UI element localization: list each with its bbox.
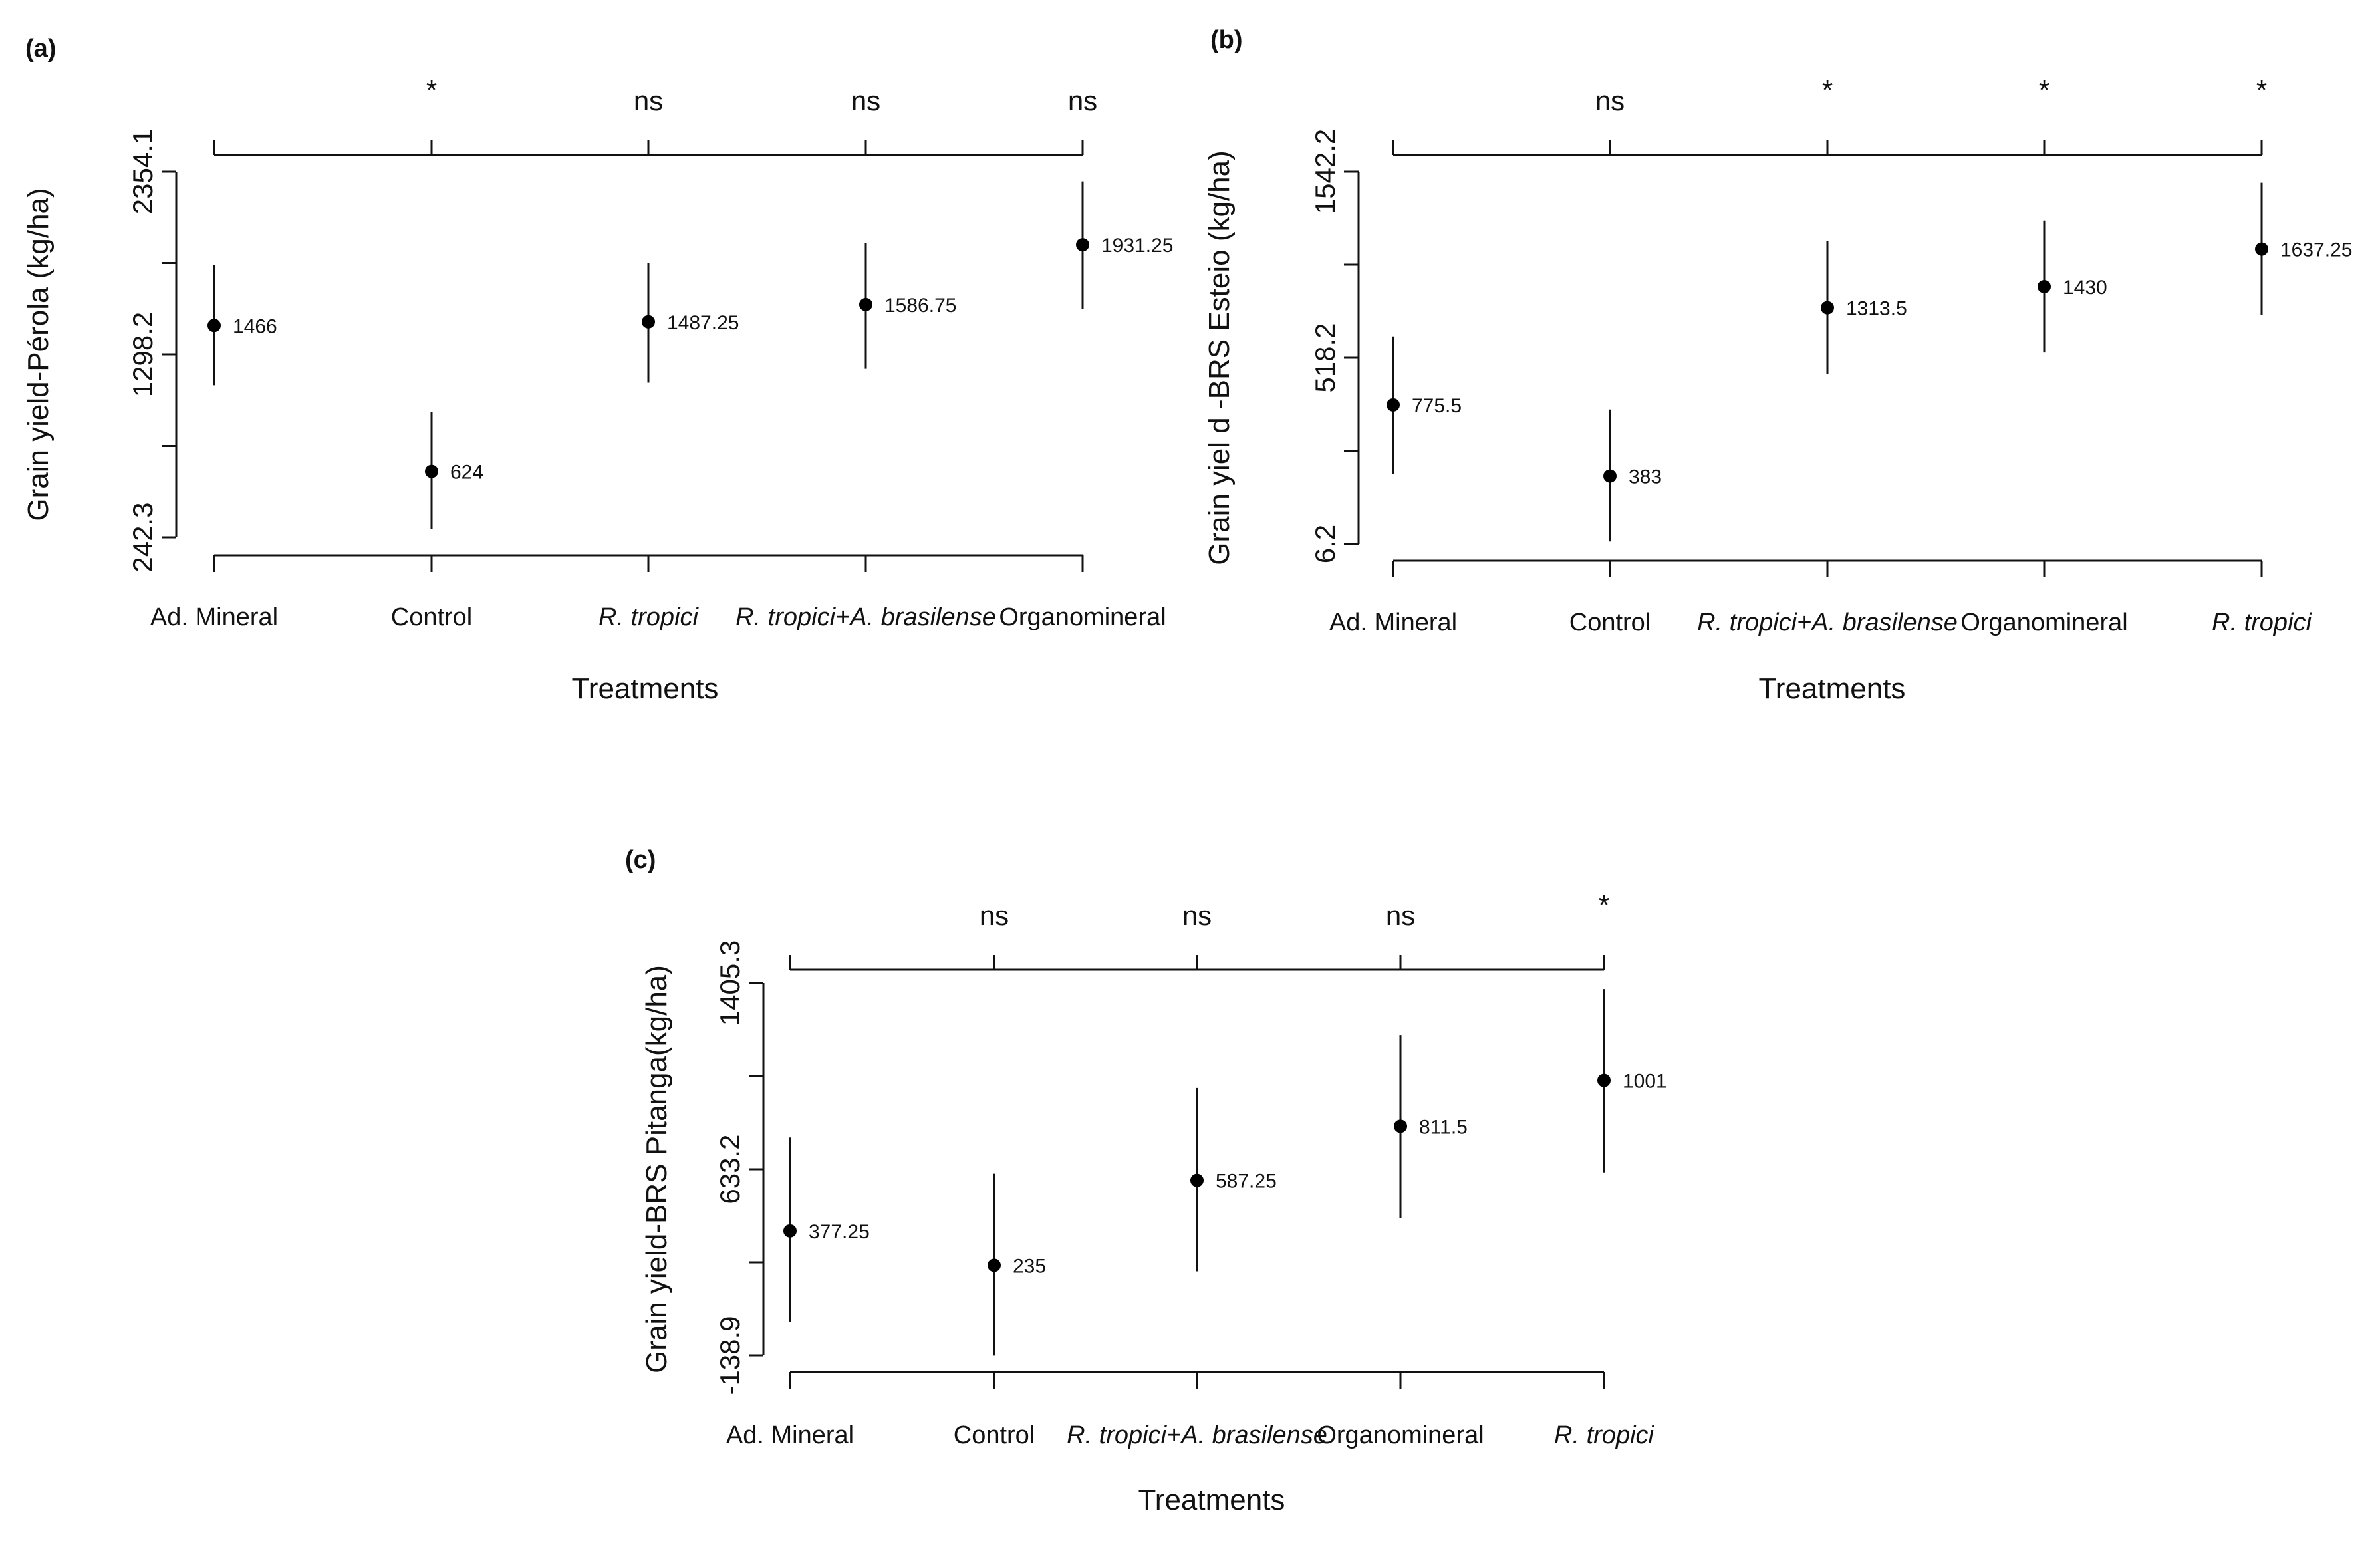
data-point xyxy=(2255,242,2268,256)
data-point xyxy=(988,1258,1001,1272)
y-tick-label: 518.2 xyxy=(1309,323,1341,392)
data-point xyxy=(1387,398,1400,412)
x-category-label: Ad. Mineral xyxy=(150,603,278,631)
significance-label: * xyxy=(1822,74,1833,106)
y-tick-label: 242.3 xyxy=(127,502,158,572)
data-point xyxy=(1603,469,1617,483)
significance-label: * xyxy=(2256,74,2267,106)
data-label: 1637.25 xyxy=(2280,239,2352,261)
y-tick-label: 1542.2 xyxy=(1309,129,1341,214)
data-label: 1466 xyxy=(233,315,277,337)
y-tick-label: 1405.3 xyxy=(714,940,745,1026)
data-label: 1931.25 xyxy=(1101,235,1173,257)
panel-label-a: (a) xyxy=(25,35,56,63)
x-category-label: Organomineral xyxy=(999,603,1166,631)
data-label: 383 xyxy=(1629,466,1662,488)
y-axis-title: Grain yield-Pérola (kg/ha) xyxy=(22,188,55,521)
x-axis-title: Treatments xyxy=(572,672,719,705)
data-label: 377.25 xyxy=(809,1221,870,1243)
data-point xyxy=(859,297,872,311)
x-category-label: R. tropici+A. brasilense xyxy=(1067,1421,1327,1449)
data-point xyxy=(2038,279,2051,293)
x-category-label: Organomineral xyxy=(1960,609,2127,636)
x-axis-title: Treatments xyxy=(1138,1484,1285,1516)
significance-label: ns xyxy=(1386,900,1415,931)
panel-b: (b) 6.2 518.2 1542.2 Grain yiel d -BRS Estei… xyxy=(1203,26,2352,705)
significance-label: ns xyxy=(634,85,663,116)
significance-label: ns xyxy=(1595,85,1625,116)
significance-label: ns xyxy=(980,900,1009,931)
x-category-label: Control xyxy=(391,603,473,631)
data-point xyxy=(1821,301,1834,315)
data-label: 235 xyxy=(1013,1255,1046,1277)
x-category-label: R. tropici+A. brasilense xyxy=(1697,609,1958,636)
significance-label: * xyxy=(2039,74,2049,106)
data-point xyxy=(642,315,655,329)
x-category-label: Control xyxy=(954,1421,1035,1449)
data-label: 1313.5 xyxy=(1846,298,1907,320)
y-tick-label: 2354.1 xyxy=(127,129,158,214)
data-label: 1487.25 xyxy=(667,312,739,334)
significance-label: * xyxy=(426,74,437,106)
significance-label: ns xyxy=(851,85,880,116)
x-category-label: Organomineral xyxy=(1317,1421,1484,1449)
data-point xyxy=(1076,238,1089,252)
data-point xyxy=(207,319,221,333)
data-point xyxy=(1597,1073,1611,1087)
data-point xyxy=(1394,1119,1407,1133)
data-label: 775.5 xyxy=(1412,395,1462,417)
x-category-label: R. tropici+A. brasilense xyxy=(735,603,996,631)
data-point xyxy=(425,464,438,478)
x-category-label: Control xyxy=(1569,609,1651,636)
data-label: 1430 xyxy=(2063,277,2107,299)
data-point xyxy=(1190,1173,1204,1187)
data-label: 587.25 xyxy=(1216,1171,1277,1192)
y-axis-title: Grain yiel d -BRS Esteio (kg/ha) xyxy=(1203,150,1236,565)
significance-label: * xyxy=(1599,889,1609,920)
y-tick-label: 1298.2 xyxy=(127,312,158,397)
x-category-label: Ad. Mineral xyxy=(1329,609,1457,636)
data-label: 624 xyxy=(450,462,483,484)
y-tick-label: 633.2 xyxy=(714,1134,745,1204)
significance-label: ns xyxy=(1068,85,1097,116)
panel-a: (a) 242.3 1298.2 2354.1 Grain yield-Pérola (… xyxy=(22,35,1173,705)
x-axis-title: Treatments xyxy=(1759,672,1906,705)
y-axis-title: Grain yield-BRS Pitanga(kg/ha) xyxy=(640,965,673,1373)
significance-label: ns xyxy=(1182,900,1212,931)
x-category-label: R. tropici xyxy=(2212,609,2312,636)
x-category-label: R. tropici xyxy=(1554,1421,1654,1449)
x-category-label: Ad. Mineral xyxy=(726,1421,854,1449)
y-tick-label: 6.2 xyxy=(1309,525,1341,563)
data-label: 1586.75 xyxy=(884,295,956,317)
data-label: 811.5 xyxy=(1419,1116,1468,1138)
data-label: 1001 xyxy=(1623,1071,1667,1093)
data-point xyxy=(783,1224,797,1238)
y-tick-label: -138.9 xyxy=(714,1316,745,1395)
panel-label-b: (b) xyxy=(1210,26,1243,54)
panel-label-c: (c) xyxy=(625,846,656,874)
x-category-label: R. tropici xyxy=(598,603,699,631)
panel-c: (c) -138.9 633.2 1405.3 Grain yield-BRS Pita… xyxy=(625,846,1667,1516)
